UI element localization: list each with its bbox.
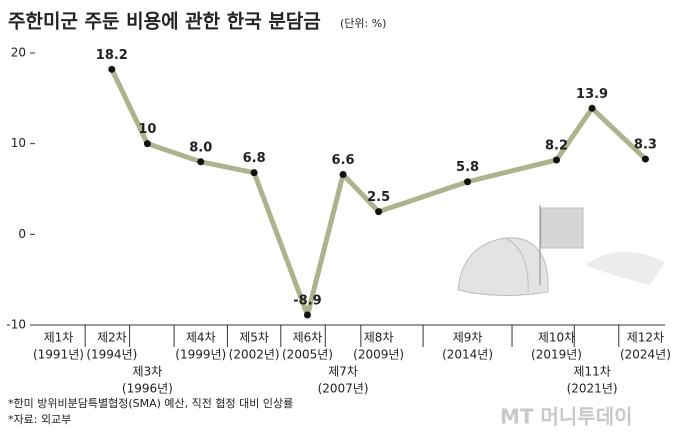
x-tick-label: (2005년)	[282, 348, 333, 362]
value-label: 8.0	[189, 140, 212, 155]
y-tick-label: 20	[11, 46, 26, 60]
x-tick-label: (2002년)	[229, 348, 280, 362]
source-logo: MT 머니투데이	[500, 405, 633, 429]
x-tick-label: 제2차	[97, 331, 127, 345]
x-tick-label: (2024년)	[620, 348, 671, 362]
point	[375, 208, 383, 216]
footnote: *한미 방위비분담특별협정(SMA) 예산, 직전 협정 대비 인상률	[8, 397, 293, 410]
x-tick-label: 제10차	[538, 331, 575, 345]
point	[250, 169, 258, 177]
value-label: 6.6	[332, 153, 355, 168]
x-tick-label: (2009년)	[353, 348, 404, 362]
value-label: 13.9	[576, 87, 608, 102]
x-tick-label: 제3차	[133, 365, 163, 379]
y-tick-label: -10	[6, 318, 26, 332]
value-label: 8.2	[545, 138, 568, 153]
point	[197, 158, 205, 166]
value-label: 6.8	[243, 151, 266, 166]
point	[641, 155, 649, 163]
point	[552, 156, 560, 164]
value-label: 10	[138, 122, 156, 137]
x-tick-label: (1996년)	[122, 382, 173, 396]
x-tick-label: (2021년)	[567, 382, 618, 396]
x-tick-label: (1999년)	[175, 348, 226, 362]
y-tick-label: 10	[11, 136, 26, 150]
point	[303, 311, 311, 319]
value-label: 18.2	[96, 48, 128, 63]
x-tick-label: 제5차	[239, 331, 269, 345]
x-tick-label: (1994년)	[86, 348, 137, 362]
x-tick-label: 제8차	[364, 331, 394, 345]
unit-label: (단위: %)	[340, 17, 386, 30]
x-tick-label: 제1차	[44, 331, 74, 345]
x-tick-label: 제11차	[573, 365, 610, 379]
value-label: 2.5	[367, 190, 390, 205]
x-tick-label: 제4차	[186, 331, 216, 345]
value-label: 8.3	[634, 138, 657, 153]
point	[108, 65, 116, 73]
chart-title: 주한미군 주둔 비용에 관한 한국 분담금	[8, 11, 321, 33]
x-tick-label: 제12차	[627, 331, 664, 345]
point	[588, 104, 596, 112]
x-tick-label: (2014년)	[442, 348, 493, 362]
decoration	[457, 205, 665, 297]
value-label: -8.9	[293, 294, 321, 309]
value-label: 5.8	[456, 160, 479, 175]
x-tick-label: 제7차	[328, 365, 358, 379]
point	[143, 140, 151, 148]
x-tick-label: 제9차	[453, 331, 483, 345]
y-tick-label: 0	[18, 227, 26, 241]
x-tick-label: 제6차	[293, 331, 323, 345]
x-tick-label: (2019년)	[531, 348, 582, 362]
point	[464, 178, 472, 186]
x-tick-label: (1991년)	[33, 348, 84, 362]
x-tick-label: (2007년)	[318, 382, 369, 396]
footnote: *자료: 외교부	[8, 413, 71, 426]
point	[339, 170, 347, 178]
